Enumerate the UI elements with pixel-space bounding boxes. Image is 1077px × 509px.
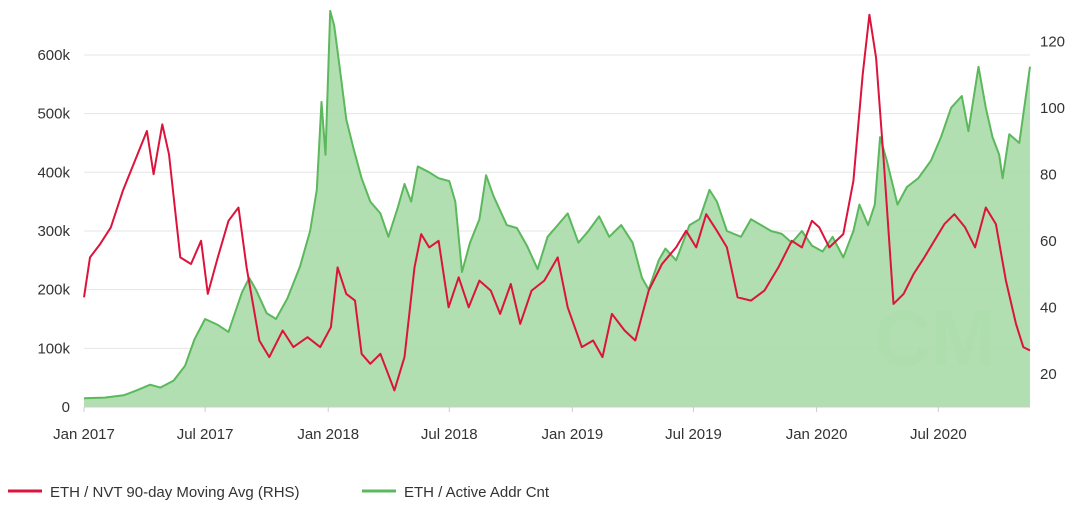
y-right-tick-label: 40	[1040, 299, 1057, 316]
legend: ETH / NVT 90-day Moving Avg (RHS) ETH / …	[8, 484, 550, 501]
legend-item-nvt[interactable]: ETH / NVT 90-day Moving Avg (RHS)	[8, 484, 300, 501]
x-tick-label: Jul 2019	[665, 426, 722, 443]
y-left-tick-label: 200k	[37, 282, 70, 299]
y-left-tick-label: 100k	[37, 340, 70, 357]
x-tick-label: Jul 2020	[910, 426, 967, 443]
y-right-tick-label: 80	[1040, 166, 1057, 183]
x-tick-label: Jul 2017	[177, 426, 234, 443]
nvt-line	[83, 13, 1031, 392]
x-tick-label: Jan 2020	[786, 426, 848, 443]
x-tick-label: Jan 2019	[542, 426, 604, 443]
legend-item-active-addr[interactable]: ETH / Active Addr Cnt	[362, 484, 550, 501]
y-left-tick-label: 400k	[37, 164, 70, 181]
x-tick-label: Jan 2017	[53, 426, 115, 443]
y-right-tick-label: 100	[1040, 100, 1065, 117]
y-left-tick-label: 0	[62, 399, 70, 416]
y-right-tick-label: 120	[1040, 33, 1065, 50]
legend-label-active-addr: ETH / Active Addr Cnt	[404, 484, 550, 501]
y-left-tick-label: 500k	[37, 106, 70, 123]
legend-label-nvt: ETH / NVT 90-day Moving Avg (RHS)	[50, 484, 300, 501]
y-left-tick-label: 600k	[37, 47, 70, 64]
y-right-tick-label: 20	[1040, 366, 1057, 383]
series-layer	[83, 9, 1031, 408]
active-addr-area	[84, 10, 1030, 408]
x-tick-label: Jan 2018	[297, 426, 359, 443]
axes: 0 100k 200k 300k 400k 500k 600k 20 40 60 80 100 120 J…	[37, 33, 1065, 443]
y-left-tick-label: 300k	[37, 223, 70, 240]
y-right-tick-label: 60	[1040, 233, 1057, 250]
x-tick-label: Jul 2018	[421, 426, 478, 443]
